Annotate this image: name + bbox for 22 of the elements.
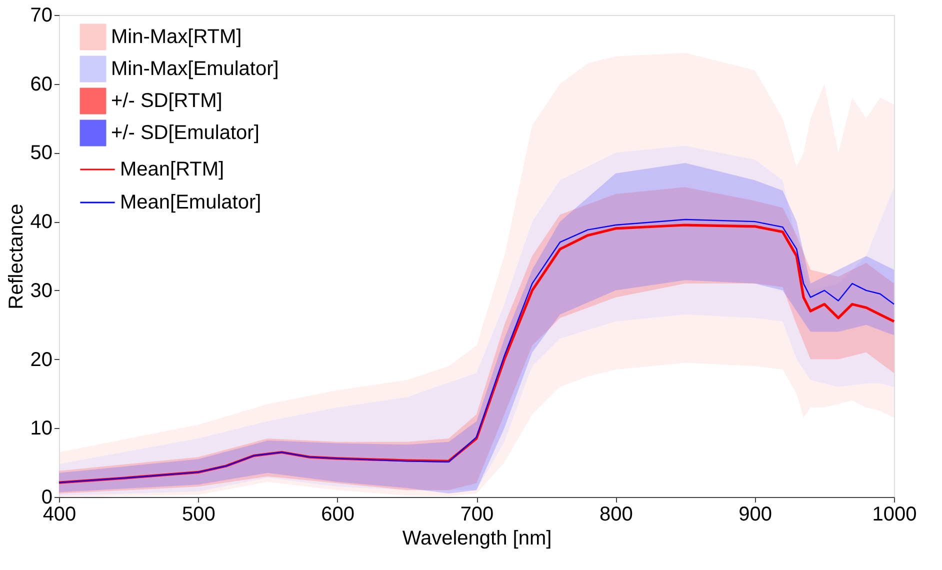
legend-label: Min-Max[Emulator] [111,58,279,80]
x-tick-label: 700 [460,504,494,526]
x-axis-title: Wavelength [nm] [402,528,552,550]
y-tick-label: 20 [30,348,52,371]
x-tick-label: 1000 [872,504,917,526]
x-tick-label: 500 [182,504,216,526]
legend-label: +/- SD[Emulator] [111,122,260,144]
x-tick-label: 400 [42,504,76,526]
y-tick-label: 60 [30,73,52,96]
legend-label: Mean[Emulator] [120,192,262,214]
x-tick-label: 800 [599,504,633,526]
y-tick-label: 10 [30,418,52,440]
x-tick-label: 900 [738,504,772,526]
y-axis-title: Reflectance [5,204,28,310]
y-tick-label: 30 [30,280,52,302]
y-tick-label: 40 [30,211,52,234]
legend-label: Mean[RTM] [120,158,224,180]
legend-label: +/- SD[RTM] [111,90,222,112]
y-tick-label: 70 [30,4,52,26]
x-tick-label: 600 [321,504,355,526]
legend-label: Min-Max[RTM] [111,26,242,48]
y-tick-label: 50 [30,142,52,164]
